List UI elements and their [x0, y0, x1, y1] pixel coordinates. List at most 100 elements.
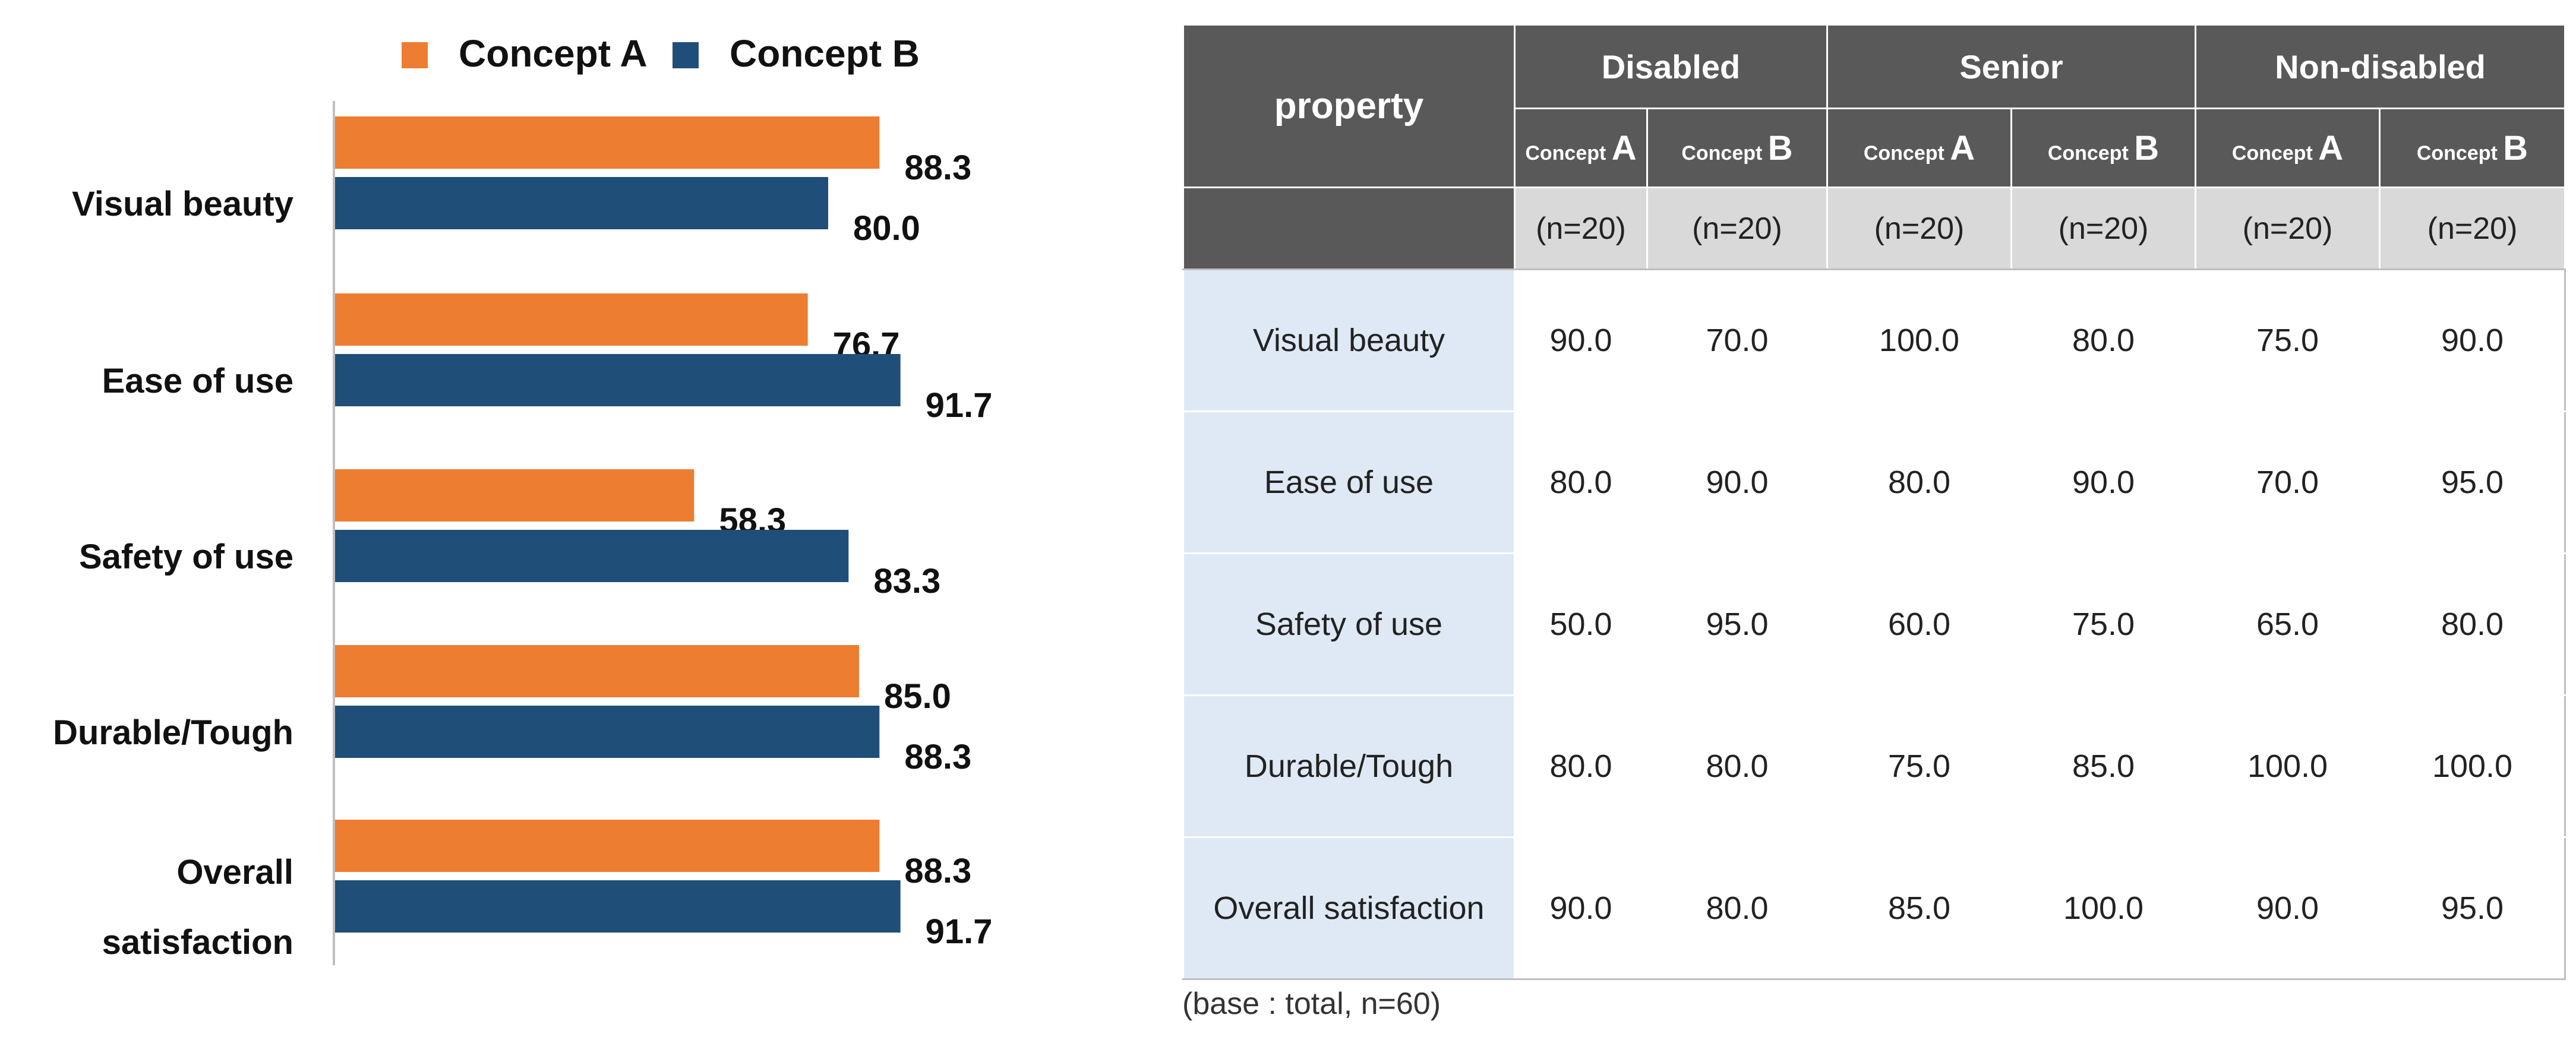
table-cell: 90.0	[1514, 268, 1648, 412]
row-label: Durable/Tough	[1182, 694, 1516, 838]
table-cell: 75.0	[2010, 552, 2197, 696]
concept-letter: A	[1611, 128, 1637, 168]
row-label: Overall satisfaction	[1182, 836, 1516, 980]
sample-size-non-disabled-a: (n=20)	[2195, 187, 2381, 270]
group-header-non-disabled: Non-disabled	[2195, 24, 2566, 109]
concept-letter: A	[2318, 128, 2344, 168]
table-cell: 65.0	[2195, 552, 2381, 696]
bar-concept-a	[334, 293, 808, 346]
concept-header-senior-a: Concept A	[1826, 108, 2012, 188]
table-cell: 75.0	[2195, 268, 2381, 412]
results-table-body: Visual beauty 90.0 70.0 100.0 80.0 75.0 90.0 Ea…	[1182, 268, 2566, 980]
table-cell: 85.0	[2010, 694, 2197, 838]
table-cell: 70.0	[2195, 410, 2381, 554]
bar-value-label: 88.3	[904, 738, 971, 776]
table-cell: 90.0	[2379, 268, 2566, 412]
concept-header-senior-b: Concept B	[2010, 108, 2197, 188]
legend-swatch-a	[402, 42, 428, 68]
table-cell: 80.0	[1826, 410, 2012, 554]
table-cell: 95.0	[2379, 836, 2566, 980]
sample-size-disabled-a: (n=20)	[1514, 187, 1648, 270]
row-label: Visual beauty	[1182, 268, 1516, 412]
category-label: Overall satisfaction	[102, 853, 293, 962]
category-label: Ease of use	[102, 362, 293, 400]
category-label-line: Visual beauty	[72, 185, 293, 223]
bar-value-label: 88.3	[904, 852, 971, 890]
category-label-line: Safety of use	[79, 538, 293, 576]
concept-letter: B	[1767, 128, 1793, 168]
concept-header-row: Concept A Concept B Concept A Concept B Conc…	[1183, 108, 2566, 188]
category-label-line: Ease of use	[102, 362, 293, 400]
table-row: Visual beauty 90.0 70.0 100.0 80.0 75.0 90.0	[1182, 268, 2566, 412]
sample-size-senior-a: (n=20)	[1826, 187, 2012, 270]
concept-prefix: Concept	[2416, 141, 2498, 165]
table-cell: 50.0	[1514, 552, 1648, 696]
concept-header-non-disabled-b: Concept B	[2379, 108, 2566, 188]
category-label-line: satisfaction	[102, 923, 293, 962]
table-cell: 80.0	[1514, 694, 1648, 838]
bar-concept-b	[334, 177, 828, 229]
category-label: Visual beauty	[72, 185, 293, 223]
concept-letter: B	[2134, 128, 2160, 168]
table-cell: 80.0	[1646, 694, 1828, 838]
category-label-line: Overall	[176, 853, 293, 892]
table-cell: 80.0	[1646, 836, 1828, 980]
bar-value-label: 80.0	[853, 209, 920, 248]
table-cell: 90.0	[2010, 410, 2197, 554]
concept-prefix: Concept	[2047, 141, 2129, 165]
bar-value-label: 91.7	[926, 912, 993, 951]
bar-concept-a	[334, 116, 880, 169]
bar-concept-a	[334, 645, 859, 697]
bar-value-label: 83.3	[873, 562, 940, 601]
table-cell: 100.0	[2010, 836, 2197, 980]
table-cell: 75.0	[1826, 694, 2012, 838]
table-cell: 70.0	[1646, 268, 1828, 412]
sample-size-non-disabled-b: (n=20)	[2379, 187, 2566, 270]
legend-label-a: Concept A	[459, 32, 648, 75]
category-label: Durable/Tough	[53, 713, 293, 752]
bar-concept-a	[334, 469, 694, 522]
concept-header-non-disabled-a: Concept A	[2195, 108, 2381, 188]
concept-prefix: Concept	[2231, 141, 2313, 165]
results-table: property Disabled Senior Non-disabled Co…	[1182, 24, 2566, 980]
table-row: Durable/Tough 80.0 80.0 75.0 85.0 100.0 100.0	[1182, 694, 2566, 838]
legend-swatch-b	[673, 42, 699, 68]
category-label: Safety of use	[79, 538, 293, 576]
table-cell: 85.0	[1826, 836, 2012, 980]
group-header-disabled: Disabled	[1514, 24, 1828, 109]
row-label: Ease of use	[1182, 410, 1516, 554]
table-cell: 95.0	[2379, 410, 2566, 554]
table-cell: 100.0	[1826, 268, 2012, 412]
bar-value-label: 88.3	[904, 148, 971, 187]
row-label: Safety of use	[1182, 552, 1516, 696]
table-cell: 80.0	[1514, 410, 1648, 554]
bar-concept-b	[334, 706, 880, 758]
bar-concept-b	[334, 354, 901, 406]
legend-label-b: Concept B	[730, 32, 920, 75]
table-row: Safety of use 50.0 95.0 60.0 75.0 65.0 80.0	[1182, 552, 2566, 696]
concept-letter: A	[1950, 128, 1975, 168]
concept-prefix: Concept	[1525, 141, 1606, 165]
group-header-senior: Senior	[1826, 24, 2197, 109]
table-row: Ease of use 80.0 90.0 80.0 90.0 70.0 95.0	[1182, 410, 2566, 554]
table-cell: 90.0	[1646, 410, 1828, 554]
table-cell: 100.0	[2379, 694, 2566, 838]
table-cell: 90.0	[2195, 836, 2381, 980]
table-cell: 95.0	[1646, 552, 1828, 696]
results-table-container: property Disabled Senior Non-disabled Co…	[1182, 24, 2566, 980]
table-cell: 90.0	[1514, 836, 1648, 980]
property-header: property	[1182, 24, 1516, 188]
table-cell: 100.0	[2195, 694, 2381, 838]
bar-concept-b	[334, 880, 901, 933]
category-label-line: Durable/Tough	[53, 713, 293, 752]
concept-prefix: Concept	[1681, 141, 1763, 165]
sample-size-row: (n=20) (n=20) (n=20) (n=20) (n=20) (n=20)	[1182, 187, 2566, 270]
sample-size-disabled-b: (n=20)	[1646, 187, 1828, 270]
bar-concept-b	[334, 530, 849, 582]
bar-value-label: 91.7	[926, 386, 993, 425]
table-cell: 60.0	[1826, 552, 2012, 696]
sample-size-senior-b: (n=20)	[2010, 187, 2197, 270]
table-row: Overall satisfaction 90.0 80.0 85.0 100.0 90.…	[1182, 836, 2566, 980]
concept-header-disabled-b: Concept B	[1646, 108, 1828, 188]
